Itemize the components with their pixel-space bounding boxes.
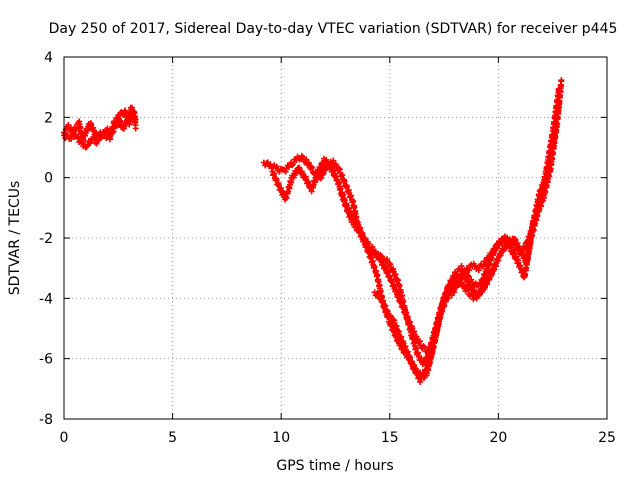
data-point: [475, 267, 482, 274]
data-point: [290, 174, 297, 181]
data-point: [416, 338, 423, 345]
chart-title: Day 250 of 2017, Sidereal Day-to-day VTE…: [49, 21, 618, 37]
x-tick-label: 0: [60, 430, 69, 446]
x-tick-label: 20: [489, 430, 507, 446]
data-point: [378, 253, 385, 260]
data-point: [299, 170, 306, 177]
data-point: [111, 120, 118, 127]
data-point: [387, 312, 394, 319]
y-tick-label: 2: [44, 110, 53, 126]
data-point: [485, 256, 492, 263]
series-track-3: [260, 85, 563, 358]
data-point: [366, 245, 373, 252]
x-tick-label: 10: [272, 430, 290, 446]
grid: [64, 57, 607, 419]
data-point: [558, 77, 565, 84]
series-track-2: [61, 104, 139, 151]
data-point: [493, 259, 500, 266]
data-point: [489, 250, 496, 257]
data-point: [473, 295, 480, 302]
data-point: [415, 350, 422, 357]
y-tick-label: -6: [39, 352, 53, 368]
data-point: [461, 272, 468, 279]
y-tick-label: 4: [44, 50, 53, 66]
data-point: [273, 163, 280, 170]
data-point: [492, 245, 499, 252]
data-point: [309, 164, 316, 171]
data-point: [352, 222, 359, 229]
data-point: [458, 263, 465, 270]
y-axis-label: SDTVAR / TECUs: [7, 181, 23, 296]
x-tick-label: 25: [598, 430, 616, 446]
data-point: [132, 125, 139, 132]
data-point: [289, 162, 296, 169]
data-point: [299, 154, 306, 161]
plot-frame: [63, 56, 608, 420]
data-point: [448, 292, 455, 299]
y-axis: -8 -6 -4 -2 0 2 4: [39, 50, 607, 428]
data-point: [466, 267, 473, 274]
data-point: [308, 163, 315, 170]
data-point: [417, 378, 424, 385]
x-tick-label: 5: [168, 430, 177, 446]
data-point: [336, 165, 343, 172]
y-tick-label: 0: [44, 171, 53, 187]
data-point: [479, 263, 486, 270]
data-point: [384, 308, 391, 315]
data-point: [290, 161, 297, 168]
data-point: [373, 267, 380, 274]
data-point: [303, 156, 310, 163]
data-point: [326, 161, 333, 168]
data-points: [61, 77, 565, 385]
data-point: [484, 255, 491, 262]
y-tick-label: -4: [39, 291, 53, 307]
y-tick-label: -2: [39, 231, 53, 247]
x-axis: 0 5 10 15 20 25: [60, 57, 616, 446]
data-point: [421, 344, 428, 351]
data-point: [390, 316, 397, 323]
data-point: [386, 260, 393, 267]
data-point: [132, 116, 139, 123]
data-point: [355, 225, 362, 232]
data-point: [442, 298, 449, 305]
data-point: [330, 157, 337, 164]
series-track-6: [371, 77, 565, 385]
x-tick-label: 15: [381, 430, 399, 446]
data-point: [363, 240, 370, 247]
data-point: [384, 256, 391, 263]
data-point: [387, 261, 394, 268]
data-point: [267, 161, 274, 168]
data-point: [305, 159, 312, 166]
data-point: [475, 292, 482, 299]
data-point: [418, 355, 425, 362]
data-point: [420, 343, 427, 350]
data-point: [296, 164, 303, 171]
data-point: [445, 294, 452, 301]
x-axis-label: GPS time / hours: [276, 458, 393, 474]
data-point: [282, 168, 289, 175]
data-point: [497, 252, 504, 259]
data-point: [496, 242, 503, 249]
data-point: [349, 217, 356, 224]
y-tick-label: -8: [39, 412, 53, 428]
data-point: [374, 290, 381, 297]
data-point: [500, 247, 507, 254]
